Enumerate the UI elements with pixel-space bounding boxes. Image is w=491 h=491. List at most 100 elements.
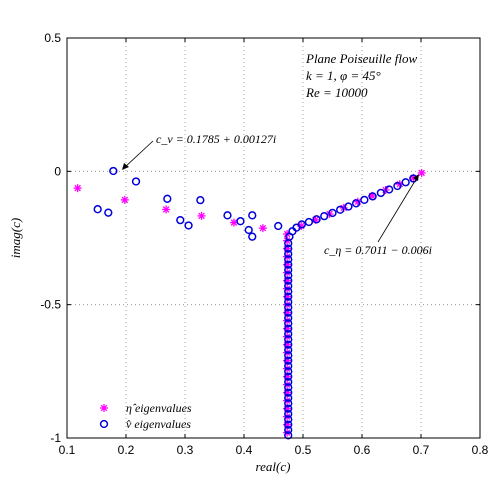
y-axis-label: imag(c) [8, 218, 23, 258]
circle-marker [284, 287, 293, 296]
legend: η̂ eigenvalues v̂ eigenvalues [99, 401, 192, 431]
circle-marker [284, 292, 293, 301]
circle-marker [284, 367, 293, 376]
circle-marker [312, 215, 321, 224]
circle-marker [184, 221, 193, 230]
circle-marker [236, 217, 245, 226]
flow-type-label: Plane Poiseuille flow [305, 51, 418, 66]
legend-marker-eta [100, 404, 108, 412]
circle-marker [284, 244, 293, 253]
circle-marker [384, 185, 394, 194]
circle-marker [284, 388, 293, 397]
circle-marker [284, 345, 293, 355]
circle-marker [284, 425, 293, 435]
circle-marker [284, 329, 293, 339]
ceta-annotation-text: c_η = 0.7011 − 0.006i [324, 243, 432, 257]
ceta-annotation-arrow-line [377, 175, 419, 243]
circle-marker [368, 192, 377, 201]
circle-marker [284, 420, 293, 429]
circle-marker [284, 415, 293, 424]
y-tick-label: -1 [50, 431, 61, 445]
circle-marker [284, 361, 293, 371]
asterisk-marker [100, 404, 108, 412]
circle-marker [131, 177, 141, 186]
legend-marker-v [99, 419, 109, 429]
circle-marker [284, 239, 293, 248]
circle-marker [176, 215, 185, 225]
circle-marker [284, 265, 293, 275]
x-tick-label: 0.8 [472, 443, 489, 457]
asterisk-marker [162, 205, 171, 214]
circle-marker [284, 356, 293, 365]
circle-marker [284, 383, 293, 392]
axis-ticks: 0.1 0.2 0.3 0.4 0.5 0.6 0.7 0.8 0.5 0 -0.5 -1 [40, 31, 488, 457]
circle-marker [274, 221, 283, 231]
y-tick-label: 0 [54, 164, 61, 178]
x-tick-label: 0.3 [177, 443, 194, 457]
circle-marker [284, 276, 293, 285]
circle-marker [284, 271, 293, 280]
circle-marker [284, 313, 293, 323]
asterisk-marker [73, 184, 82, 193]
data-points [73, 166, 426, 440]
x-tick-label: 0.4 [236, 443, 253, 457]
x-tick-label: 0.1 [59, 443, 76, 457]
circle-marker [284, 372, 293, 381]
reynolds-number-label: Re = 10000 [305, 85, 368, 100]
circle-marker [297, 220, 306, 229]
circle-marker [284, 404, 293, 413]
circle-marker [248, 232, 257, 241]
circle-marker [284, 351, 293, 360]
circle-marker [284, 340, 293, 349]
circle-marker [284, 319, 293, 328]
y-tick-label: 0.5 [44, 31, 61, 45]
circle-marker [284, 281, 293, 291]
circle-marker [328, 208, 337, 218]
x-tick-label: 0.6 [354, 443, 371, 457]
circle-marker [284, 335, 293, 344]
circle-marker [284, 377, 293, 387]
circle-marker [320, 211, 329, 221]
cv-annotation-arrowhead [122, 163, 129, 170]
circle-marker [344, 202, 353, 211]
x-tick-label: 0.5 [295, 443, 312, 457]
cv-annotation-text: c_v = 0.1785 + 0.00127i [156, 132, 276, 146]
legend-label-eta: η̂ eigenvalues [126, 401, 192, 415]
circle-marker [284, 393, 293, 403]
circle-marker [223, 211, 232, 220]
grid-lines [67, 38, 480, 438]
circle-marker [163, 194, 172, 203]
cv-annotation-arrow-line [123, 140, 154, 169]
circle-marker [284, 324, 293, 333]
series-v-eigenvalues [93, 166, 418, 440]
circle-marker [244, 225, 253, 235]
circle-marker [93, 205, 102, 214]
series-eta-eigenvalues [73, 168, 426, 437]
circle-marker [284, 409, 293, 419]
circle-marker [393, 181, 402, 191]
circle-marker [336, 205, 345, 214]
circle-marker [284, 297, 293, 307]
asterisk-marker [120, 195, 129, 204]
circle-marker [248, 211, 257, 220]
circle-marker [196, 195, 205, 205]
circle-marker [284, 431, 293, 440]
circle-marker [401, 178, 410, 187]
x-axis-label: real(c) [256, 459, 291, 474]
circle-marker [109, 166, 118, 176]
circle-marker [284, 303, 293, 312]
x-tick-label: 0.7 [413, 443, 430, 457]
circle-marker [284, 255, 293, 264]
asterisk-marker [197, 211, 206, 220]
circle-marker [284, 308, 293, 317]
circle-marker [104, 208, 113, 217]
ceta-annotation-arrowhead [413, 174, 419, 181]
circle-marker [360, 195, 369, 205]
circle-marker [284, 399, 293, 408]
x-tick-label: 0.2 [118, 443, 135, 457]
circle-marker [99, 419, 109, 429]
circle-marker [284, 249, 293, 259]
parameters-label: k = 1, φ = 45° [306, 68, 381, 83]
y-tick-label: -0.5 [40, 298, 61, 312]
